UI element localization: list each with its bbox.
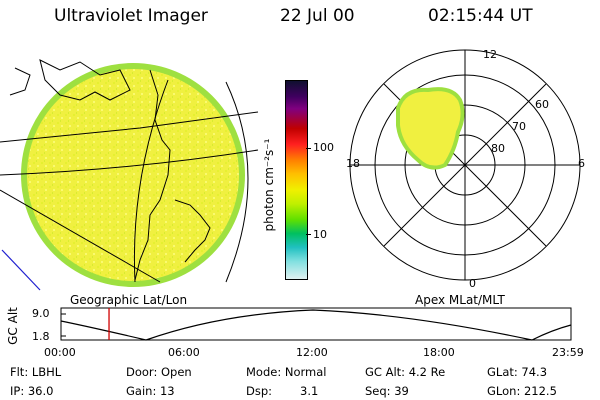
polar-diagonal-2 xyxy=(383,83,547,247)
coastline-overlay xyxy=(134,69,211,281)
right-panel-caption: Apex MLat/MLT xyxy=(415,293,505,307)
gc-altitude-info: GC Alt: 4.2 Re xyxy=(365,365,446,379)
observation-time: 02:15:44 UT xyxy=(428,6,533,26)
auroral-emission-region xyxy=(396,87,465,170)
mlat-label-80: 80 xyxy=(491,142,505,155)
filter-info: Flt: LBHL xyxy=(10,365,62,379)
timeline-ytick-high: 9.0 xyxy=(32,307,50,320)
left-panel-caption: Geographic Lat/Lon xyxy=(70,293,188,307)
mlat-label-70: 70 xyxy=(512,120,526,133)
mlt-label-18: 18 xyxy=(346,157,360,170)
polar-mlat-mlt-panel xyxy=(349,49,581,281)
latitude-line-2 xyxy=(0,149,259,176)
timeline-xtick-1200: 12:00 xyxy=(296,346,328,359)
mlt-label-0: 0 xyxy=(469,277,476,290)
colorbar-unit-label: photon cm⁻²s⁻¹ xyxy=(262,138,276,232)
mlat-label-60: 60 xyxy=(535,98,549,111)
sequence-info: Seq: 39 xyxy=(365,384,409,398)
timeline-frame xyxy=(60,307,572,341)
observation-date: 22 Jul 00 xyxy=(280,6,355,26)
gain-info: Gain: 13 xyxy=(126,384,175,398)
meridian-line-2 xyxy=(133,79,169,283)
meridian-line xyxy=(0,189,161,283)
timeline-xtick-0000: 00:00 xyxy=(44,346,76,359)
dsp-value: 3.1 xyxy=(300,384,319,398)
coastline-west xyxy=(9,67,31,96)
timeline-xtick-0600: 06:00 xyxy=(168,346,200,359)
colorbar-tick-100: 100 xyxy=(313,141,334,154)
glat-info: GLat: 74.3 xyxy=(487,365,548,379)
mode-info: Mode: Normal xyxy=(246,365,327,379)
mlt-label-12: 12 xyxy=(483,48,497,61)
timeline-ytick-low: 1.8 xyxy=(32,330,50,343)
altitude-curve xyxy=(60,309,572,341)
door-info: Door: Open xyxy=(126,365,192,379)
glon-info: GLon: 212.5 xyxy=(487,384,557,398)
mlt-label-6: 6 xyxy=(578,157,585,170)
timeline-xtick-2359: 23:59 xyxy=(552,346,584,359)
instrument-title: Ultraviolet Imager xyxy=(54,6,208,26)
ip-info: IP: 36.0 xyxy=(10,384,54,398)
orbit-altitude-timeline xyxy=(60,307,572,341)
limb-arc xyxy=(225,81,249,283)
colorbar-tick-mark-100 xyxy=(306,148,311,149)
geographic-image-panel xyxy=(0,59,259,291)
timeline-xtick-1800: 18:00 xyxy=(423,346,455,359)
colorbar-tick-mark-10 xyxy=(306,234,311,235)
colorbar-tick-10: 10 xyxy=(313,228,327,241)
color-scale-bar xyxy=(285,80,308,280)
orbit-track xyxy=(1,249,41,291)
dsp-label: Dsp: xyxy=(246,384,273,398)
earth-disk-emission xyxy=(27,69,239,281)
latitude-line xyxy=(0,111,259,143)
coastline-north xyxy=(39,59,131,101)
